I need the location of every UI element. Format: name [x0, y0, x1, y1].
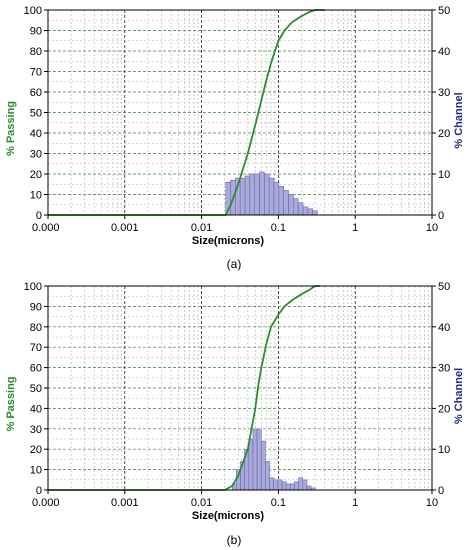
y-left-tick-label: 80	[30, 322, 42, 334]
channel-bar	[273, 181, 280, 216]
x-tick-label: 1	[352, 222, 358, 234]
x-tick-label: 10	[426, 497, 438, 509]
channel-bar	[260, 440, 266, 491]
channel-bar	[259, 171, 265, 216]
channel-bar	[239, 177, 246, 216]
chart-a: 0.000 0.001 0.01 0.1 1 1001020304050607080901…	[5, 5, 465, 271]
y-left-tick-label: 60	[30, 87, 42, 99]
y-right-axis-label: % Channel	[453, 368, 465, 424]
y-right-tick-label: 30	[438, 87, 450, 99]
channel-bar	[248, 438, 254, 491]
channel-bar	[277, 479, 283, 491]
x-tick-label: 10	[426, 222, 438, 234]
channel-bar	[298, 477, 304, 491]
chart-b: 0.000 0.001 0.01 0.1 1 1001020304050607080901…	[5, 281, 465, 547]
y-right-tick-label: 50	[438, 281, 450, 293]
y-left-tick-label: 90	[30, 26, 42, 38]
x-tick-label: 0.01	[191, 222, 212, 234]
channel-bar	[297, 202, 304, 216]
x-axis-label: Size(microns)	[192, 235, 264, 247]
x-tick-label: 0.001	[111, 497, 139, 509]
y-right-tick-label: 0	[438, 485, 444, 497]
figure-caption: (a)	[227, 257, 242, 271]
y-left-axis-label: % Passing	[5, 376, 17, 431]
y-left-tick-label: 20	[30, 444, 42, 456]
channel-bar	[285, 483, 291, 491]
y-left-tick-label: 50	[30, 108, 42, 120]
y-right-tick-label: 30	[438, 363, 450, 375]
channel-bar	[254, 173, 260, 216]
channel-bar	[306, 485, 312, 491]
y-left-tick-label: 60	[30, 363, 42, 375]
channel-bar	[281, 481, 287, 491]
x-tick-label: 0.000	[32, 497, 60, 509]
y-left-tick-label: 90	[30, 301, 42, 313]
y-left-tick-label: 30	[30, 424, 42, 436]
channel-bar	[302, 479, 308, 491]
y-left-tick-label: 50	[30, 383, 42, 395]
y-left-tick-label: 10	[30, 465, 42, 477]
channel-bar	[294, 481, 299, 491]
channel-bar	[268, 177, 275, 216]
x-tick-label: 0.1	[271, 497, 286, 509]
x-tick-label: 0.01	[191, 497, 212, 509]
y-left-tick-label: 0	[36, 210, 42, 222]
y-left-tick-label: 0	[36, 485, 42, 497]
y-right-tick-label: 40	[438, 322, 450, 334]
channel-bar	[256, 428, 262, 491]
y-left-tick-label: 40	[30, 403, 42, 415]
figure-caption: (b)	[227, 533, 242, 547]
y-right-axis-label: % Channel	[453, 92, 465, 148]
y-left-tick-label: 80	[30, 46, 42, 58]
channel-bar	[307, 208, 313, 216]
y-right-tick-label: 10	[438, 444, 450, 456]
channel-bar	[249, 173, 255, 216]
channel-bar	[265, 461, 270, 491]
y-left-tick-label: 30	[30, 149, 42, 161]
y-left-tick-label: 70	[30, 67, 42, 79]
x-axis-label: Size(microns)	[192, 510, 264, 522]
y-left-axis-label: % Passing	[5, 101, 17, 156]
y-left-tick-label: 20	[30, 169, 42, 181]
channel-bar	[288, 194, 294, 216]
y-right-tick-label: 20	[438, 403, 450, 415]
y-right-tick-label: 20	[438, 128, 450, 140]
channel-bar	[283, 190, 289, 216]
x-tick-label: 0.001	[111, 222, 139, 234]
channel-bar	[269, 477, 274, 491]
channel-bar	[289, 483, 295, 491]
channel-bar	[244, 175, 251, 216]
channel-bar	[312, 210, 318, 216]
channel-bar	[273, 479, 279, 491]
y-left-tick-label: 100	[24, 5, 42, 17]
channel-bar	[278, 186, 284, 216]
channel-bar	[302, 206, 309, 216]
x-tick-label: 0.1	[271, 222, 286, 234]
y-left-tick-label: 70	[30, 342, 42, 354]
y-left-tick-label: 100	[24, 281, 42, 293]
passing-line	[48, 9, 325, 216]
x-tick-label: 1	[352, 497, 358, 509]
channel-bar	[264, 173, 270, 216]
y-right-tick-label: 50	[438, 5, 450, 17]
channel-bar	[252, 428, 258, 491]
y-right-tick-label: 0	[438, 210, 444, 222]
y-right-tick-label: 10	[438, 169, 450, 181]
y-left-tick-label: 10	[30, 190, 42, 202]
channel-bar	[292, 198, 299, 216]
y-left-tick-label: 40	[30, 128, 42, 140]
y-right-tick-label: 40	[438, 46, 450, 58]
x-tick-label: 0.000	[32, 222, 60, 234]
